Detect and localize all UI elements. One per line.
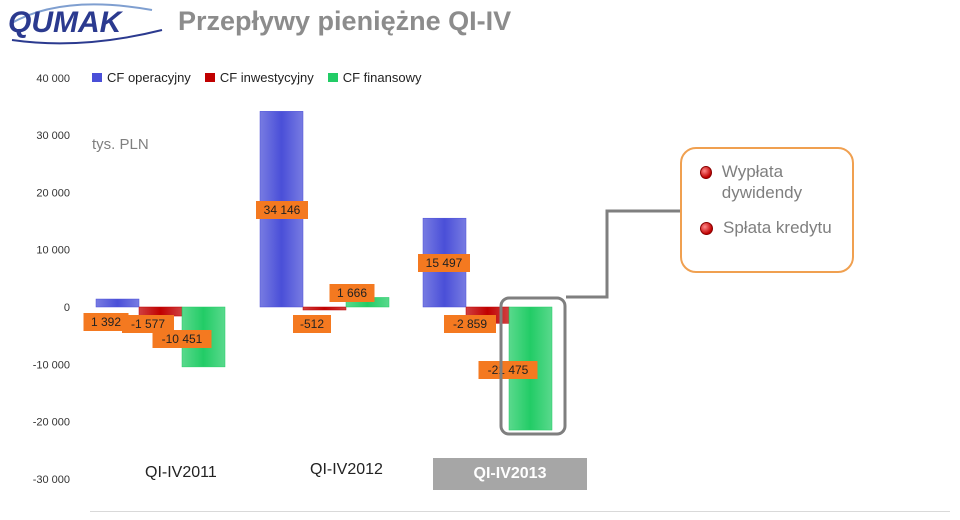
data-label-operating-2: 15 497 — [426, 256, 463, 270]
data-label-bg — [122, 315, 174, 333]
data-label-financing-0: -10 451 — [162, 332, 203, 346]
unit-label: tys. PLN — [92, 136, 149, 153]
y-tick-label: -20 000 — [33, 417, 70, 429]
data-label-investing-2: -2 859 — [453, 317, 487, 331]
y-tick-label: -30 000 — [33, 474, 70, 486]
data-label-financing-1: 1 666 — [337, 286, 367, 300]
data-label-operating-1: 34 146 — [264, 203, 301, 217]
bullet-icon — [700, 166, 712, 179]
legend-swatch-financing — [327, 73, 338, 82]
chart-legend: CF operacyjny CF inwestycyjny CF finanso… — [92, 70, 421, 85]
category-label-2011: QI-IV2011 — [145, 464, 217, 481]
data-label-financing-2: -21 475 — [488, 363, 529, 377]
callout-text-loan: Spłata kredytu — [723, 218, 832, 237]
data-label-bg — [478, 361, 538, 379]
data-label-operating-0: 1 392 — [91, 315, 121, 329]
page-title: Przepływy pieniężne QI-IV — [178, 6, 512, 36]
y-tick-label: 20 000 — [36, 187, 70, 199]
callout-item-loan: Spłata kredytu — [700, 217, 832, 238]
callout-text-dividend: Wypłata dywidendy — [721, 162, 803, 202]
bullet-icon — [700, 222, 713, 235]
dividend-callout: Wypłata dywidendy Spłata kredytu — [680, 147, 854, 273]
data-label-bg — [293, 315, 331, 333]
legend-item-investing: CF inwestycyjny — [204, 70, 314, 85]
y-tick-label: 40 000 — [36, 73, 70, 85]
highlight-box — [499, 296, 567, 436]
callout-item-dividend: Wypłata dywidendy — [700, 161, 852, 203]
y-tick-label: 10 000 — [36, 245, 70, 257]
legend-swatch-operating — [92, 73, 102, 82]
callout-connector — [566, 209, 680, 299]
legend-item-financing: CF finansowy — [327, 70, 422, 85]
data-label-bg — [83, 313, 129, 331]
data-label-investing-1: -512 — [300, 317, 324, 331]
data-label-bg — [444, 315, 496, 333]
y-tick-label: 30 000 — [36, 130, 70, 142]
legend-label-operating: CF operacyjny — [107, 70, 191, 85]
data-label-bg — [418, 254, 470, 272]
bar-operating-0 — [95, 298, 140, 308]
category-label-2013: QI-IV2013 — [433, 458, 587, 490]
data-label-bg — [152, 330, 212, 348]
legend-swatch-investing — [204, 73, 215, 82]
y-tick-label: -10 000 — [33, 359, 70, 371]
bar-investing-1 — [302, 306, 347, 311]
data-label-bg — [329, 284, 375, 302]
data-label-investing-0: -1 577 — [131, 317, 165, 331]
legend-label-financing: CF finansowy — [342, 70, 422, 85]
bar-investing-0 — [138, 306, 183, 317]
y-tick-label: 0 — [64, 302, 70, 314]
category-label-2012: QI-IV2012 — [310, 461, 383, 478]
bottom-divider — [90, 511, 950, 512]
qumak-logo: QUMAK — [8, 3, 163, 45]
data-label-bg — [256, 201, 308, 219]
logo-text: QUMAK — [8, 6, 124, 39]
legend-item-operating: CF operacyjny — [92, 70, 191, 85]
legend-label-investing: CF inwestycyjny — [219, 70, 314, 85]
